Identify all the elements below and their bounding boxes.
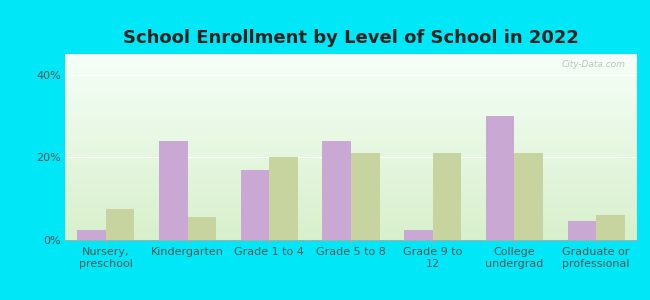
Title: School Enrollment by Level of School in 2022: School Enrollment by Level of School in … — [123, 29, 579, 47]
Bar — [486, 116, 514, 240]
Text: City-Data.com: City-Data.com — [562, 60, 625, 69]
Bar — [514, 153, 543, 240]
Bar — [322, 141, 351, 240]
Bar — [106, 209, 135, 240]
Bar — [404, 230, 433, 240]
Bar — [567, 221, 596, 240]
Bar — [77, 230, 106, 240]
Bar — [433, 153, 462, 240]
Bar — [596, 215, 625, 240]
Bar — [351, 153, 380, 240]
Bar — [188, 217, 216, 240]
Bar — [159, 141, 188, 240]
Bar — [269, 157, 298, 240]
Bar — [240, 170, 269, 240]
